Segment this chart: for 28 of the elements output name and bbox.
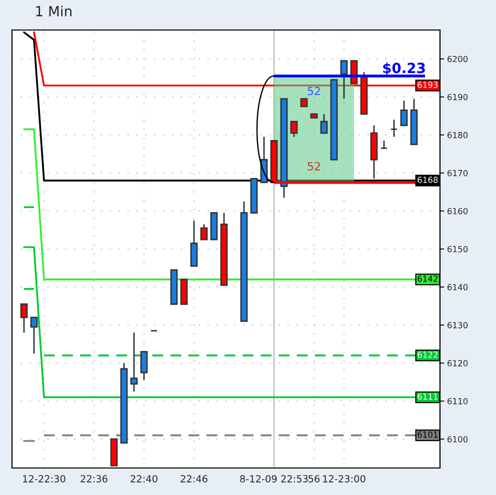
x-tick-label: 12-23:00 <box>323 475 366 482</box>
ref-line-label: 6122 <box>418 352 438 358</box>
y-tick-label: 6110 <box>448 398 468 404</box>
x-tick-label: 22:36 <box>80 475 108 482</box>
chart-title: 1 Min <box>36 6 72 16</box>
annotation: $0.23 <box>383 62 425 76</box>
ref-line-label: 6142 <box>418 276 438 282</box>
x-tick-label: 22:46 <box>180 475 208 482</box>
annotation: 52 <box>308 162 320 170</box>
y-tick-label: 6130 <box>448 322 468 328</box>
annotation: 52 <box>308 86 320 96</box>
y-tick-label: 6200 <box>448 56 468 62</box>
y-tick-label: 6100 <box>448 436 468 442</box>
x-tick-label: 22:40 <box>130 475 158 482</box>
y-tick-label: 6160 <box>448 208 468 214</box>
y-tick-label: 6180 <box>448 132 468 138</box>
ref-line-label: 6101 <box>418 431 438 438</box>
ref-line-label: 6193 <box>418 82 438 88</box>
x-tick-label: 8-12-09 22:53 <box>240 475 308 482</box>
x-tick-label: 12-22:30 <box>23 475 66 482</box>
ref-line-label: 6111 <box>418 393 438 400</box>
y-tick-label: 6140 <box>448 284 468 290</box>
x-tick-label: 56 <box>308 475 320 482</box>
y-tick-label: 6120 <box>448 360 468 366</box>
y-tick-label: 6170 <box>448 170 468 176</box>
ref-line-label: 6168 <box>418 176 438 183</box>
y-tick-label: 6190 <box>448 94 468 100</box>
y-tick-label: 6150 <box>448 246 468 252</box>
